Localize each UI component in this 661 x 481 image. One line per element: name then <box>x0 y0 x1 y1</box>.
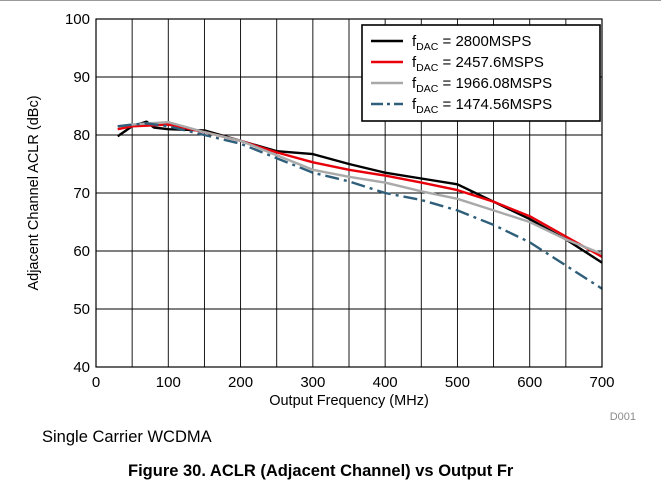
figure-id: D001 <box>610 411 636 423</box>
plot-frame <box>95 18 603 368</box>
x-tick-label: 700 <box>589 374 614 391</box>
legend-label-3: fDAC = 1966.08MSPS <box>412 75 552 95</box>
series-line-3 <box>117 120 603 256</box>
x-tick-label: 600 <box>517 374 542 391</box>
top-rule <box>0 0 661 1</box>
x-tick-label: 400 <box>373 374 398 391</box>
y-tick-labels: 40 50 60 70 80 90 100 <box>65 11 90 376</box>
y-tick-label: 40 <box>73 359 90 376</box>
y-tick-label: 50 <box>73 301 90 318</box>
x-tick-label: 200 <box>228 374 253 391</box>
x-axis-title: Output Frequency (MHz) <box>269 393 429 409</box>
x-tick-labels: 0 100 200 300 400 500 600 700 <box>92 374 615 391</box>
x-tick-label: 0 <box>92 374 100 391</box>
figure-caption: Figure 30. ACLR (Adjacent Channel) vs Ou… <box>128 462 514 480</box>
x-tick-label: 500 <box>445 374 470 391</box>
y-tick-label: 90 <box>73 69 90 86</box>
y-axis-title: Adjacent Channel ACLR (dBc) <box>26 95 42 290</box>
y-tick-label: 100 <box>65 11 90 28</box>
y-tick-label: 60 <box>73 243 90 260</box>
series-line-4 <box>117 122 603 290</box>
chart-caption: Single Carrier WCDMA <box>42 428 212 446</box>
series-lines <box>117 120 603 290</box>
legend-label-4: fDAC = 1474.56MSPS <box>412 96 552 116</box>
x-tick-label: 100 <box>156 374 181 391</box>
y-tick-label: 70 <box>73 185 90 202</box>
legend-label-1: fDAC = 2800MSPS <box>412 33 531 53</box>
y-tick-label: 80 <box>73 127 90 144</box>
legend-label-2: fDAC = 2457.6MSPS <box>412 54 544 74</box>
x-tick-label: 300 <box>300 374 325 391</box>
